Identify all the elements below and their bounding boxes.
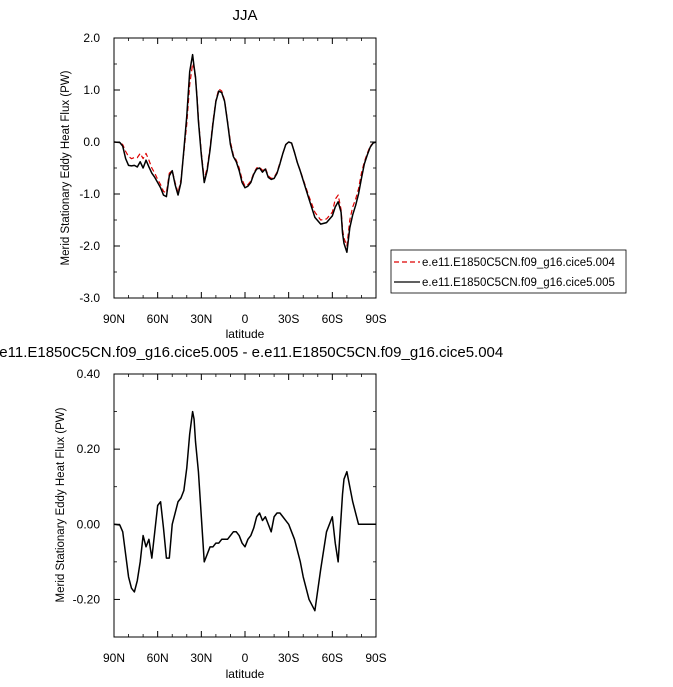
top-x-axis-label: latitude	[226, 327, 265, 341]
top-y-tick-label: -3.0	[79, 291, 100, 305]
legend-box	[390, 249, 627, 294]
top-x-tick-label: 60N	[147, 312, 169, 326]
top-y-tick-label: 1.0	[83, 83, 100, 97]
legend-label-series-1: e.e11.E1850C5CN.f09_g16.cice5.004	[422, 257, 615, 269]
top-chart-title: JJA	[232, 7, 257, 24]
bottom-y-tick-label: -0.20	[73, 592, 101, 606]
top-panel: JJA 90N 60N 30N 0 30S 60S 90S 2.0 1.0 0.0 -1.0 -2.…	[60, 7, 627, 341]
bottom-x-tick-label: 60N	[147, 651, 169, 665]
bottom-series-line-1	[113, 410, 376, 612]
top-x-tick-label: 30S	[278, 312, 299, 326]
top-y-tick-label: -1.0	[79, 187, 100, 201]
top-series-line-2	[113, 53, 377, 253]
bottom-x-tick-label: 90N	[103, 651, 125, 665]
bottom-y-tick-label: 0.00	[77, 517, 101, 531]
bottom-x-tick-label: 0	[242, 651, 249, 665]
bottom-y-tick-label: 0.40	[77, 367, 101, 381]
top-plot-frame	[113, 37, 377, 299]
bottom-x-tick-label: 30N	[190, 651, 212, 665]
top-x-tick-label: 30N	[190, 312, 212, 326]
top-y-tick-label: 2.0	[83, 31, 100, 45]
top-x-tick-label: 60S	[322, 312, 343, 326]
bottom-x-axis-label: latitude	[226, 667, 265, 681]
bottom-y-axis-label: Merid Stationary Eddy Heat Flux (PW)	[55, 407, 67, 602]
legend: e.e11.E1850C5CN.f09_g16.cice5.004 e.e11.…	[390, 249, 627, 294]
bottom-y-tick-label: 0.20	[77, 442, 101, 456]
bottom-x-tick-label: 30S	[278, 651, 299, 665]
bottom-x-tick-label: 60S	[322, 651, 343, 665]
bottom-x-tick-label: 90S	[365, 651, 386, 665]
legend-label-series-2: e.e11.E1850C5CN.f09_g16.cice5.005	[422, 277, 615, 289]
top-x-tick-label: 90S	[365, 312, 386, 326]
top-y-tick-label: -2.0	[79, 239, 100, 253]
top-series-line-1	[113, 63, 377, 247]
bottom-plot-frame	[113, 373, 377, 638]
top-y-axis-label: Merid Stationary Eddy Heat Flux (PW)	[60, 70, 72, 265]
top-x-tick-label: 90N	[103, 312, 125, 326]
top-x-tick-label: 0	[242, 312, 249, 326]
top-y-tick-label: 0.0	[83, 135, 100, 149]
bottom-chart-title: e.e11.E1850C5CN.f09_g16.cice5.005 - e.e1…	[0, 344, 503, 361]
bottom-panel: e.e11.E1850C5CN.f09_g16.cice5.005 - e.e1…	[0, 344, 503, 681]
